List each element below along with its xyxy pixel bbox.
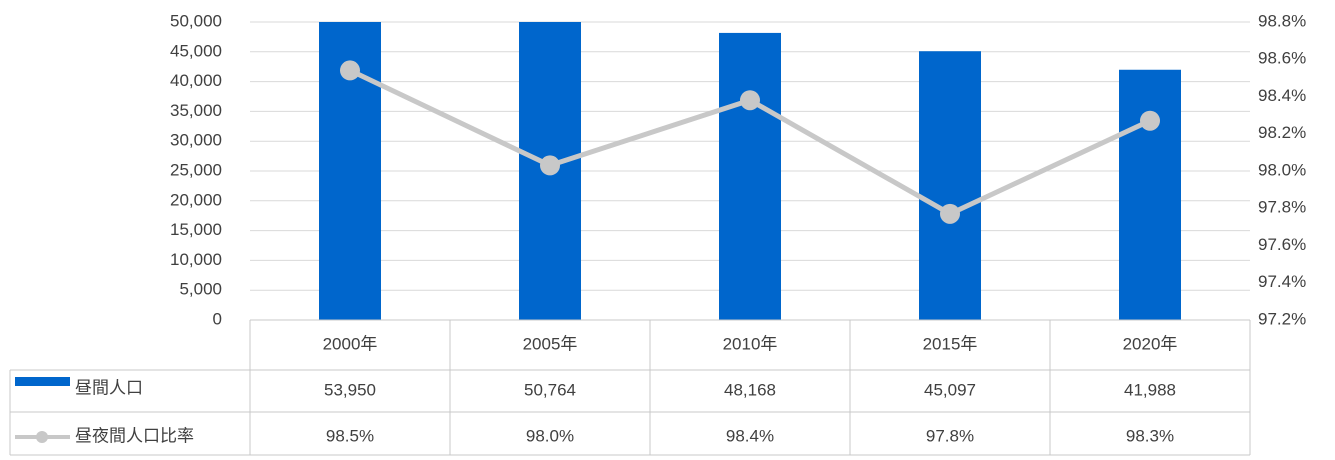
marker (740, 90, 760, 111)
x-tick-label: 2020年 (1123, 334, 1178, 353)
marker (1140, 110, 1160, 131)
y-tick-label: 35,000 (170, 101, 222, 120)
table-value: 41,988 (1124, 380, 1176, 399)
data-table: 昼間人口 昼夜間人口比率 2000年 2005年 2010年 2015年 2020年 53… (9, 319, 1251, 456)
y2-tick-label: 98.4% (1258, 86, 1306, 105)
table-value: 98.4% (726, 426, 774, 445)
y-tick-label: 5,000 (179, 280, 222, 299)
x-tick-label: 2000年 (323, 334, 378, 353)
bar (919, 51, 981, 320)
legend-swatch (15, 377, 70, 386)
table-value: 97.8% (926, 426, 974, 445)
table-value: 53,950 (324, 380, 376, 399)
bar (319, 22, 381, 320)
y-tick-label: 20,000 (170, 190, 222, 209)
table-value: 98.5% (326, 426, 374, 445)
y2-tick-label: 98.2% (1258, 123, 1306, 142)
y-tick-label: 25,000 (170, 160, 222, 179)
legend-swatch (36, 431, 48, 443)
legend-label: 昼夜間人口比率 (75, 426, 194, 445)
table-value: 98.3% (1126, 426, 1174, 445)
marker (940, 203, 960, 224)
legend-label: 昼間人口 (75, 378, 143, 397)
y-tick-label: 50,000 (170, 11, 222, 30)
y2-tick-label: 98.8% (1258, 11, 1306, 30)
y-tick-label: 0 (213, 309, 222, 328)
bar (1119, 69, 1181, 320)
table-value: 50,764 (524, 380, 576, 399)
y2-tick-label: 97.6% (1258, 235, 1306, 254)
y2-tick-label: 97.2% (1258, 309, 1306, 328)
y-tick-label: 45,000 (170, 41, 222, 60)
table-value: 98.0% (526, 426, 574, 445)
y2-tick-label: 97.4% (1258, 272, 1306, 291)
bar (719, 32, 781, 320)
x-tick-label: 2015年 (923, 334, 978, 353)
y2-tick-label: 98.6% (1258, 49, 1306, 68)
y2-tick-label: 98.0% (1258, 160, 1306, 179)
marker (540, 155, 560, 176)
y-tick-label: 10,000 (170, 250, 222, 269)
bars (319, 22, 1181, 320)
y2-tick-label: 97.8% (1258, 198, 1306, 217)
y-tick-label: 15,000 (170, 220, 222, 239)
y-tick-label: 30,000 (170, 131, 222, 150)
marker (340, 60, 360, 81)
overlay (340, 60, 1160, 224)
x-tick-label: 2005年 (523, 334, 578, 353)
table-value: 48,168 (724, 380, 776, 399)
table-value: 45,097 (924, 380, 976, 399)
x-tick-label: 2010年 (723, 334, 778, 353)
y-tick-label: 40,000 (170, 71, 222, 90)
